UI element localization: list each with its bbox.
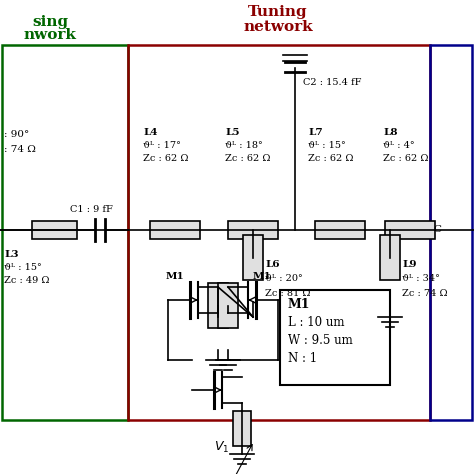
Text: Zc : 62 Ω: Zc : 62 Ω <box>383 154 428 163</box>
Text: C: C <box>433 225 441 234</box>
Text: ϑᴸ : 15°: ϑᴸ : 15° <box>4 263 42 272</box>
Bar <box>128 45 430 420</box>
Text: Zc : 62 Ω: Zc : 62 Ω <box>143 154 189 163</box>
Text: Zc : 62 Ω: Zc : 62 Ω <box>308 154 354 163</box>
Text: ϑᴸ : 4°: ϑᴸ : 4° <box>383 141 415 150</box>
Bar <box>208 283 228 328</box>
Bar <box>2 45 128 420</box>
Text: M1: M1 <box>288 298 310 311</box>
Text: W : 9.5 um: W : 9.5 um <box>288 334 353 347</box>
Text: L9: L9 <box>402 260 417 269</box>
Text: $V_1$: $V_1$ <box>214 440 229 455</box>
Bar <box>33 221 78 239</box>
Text: L7: L7 <box>308 128 323 137</box>
Text: L5: L5 <box>225 128 239 137</box>
Bar <box>380 235 400 280</box>
Bar <box>430 45 472 420</box>
Bar <box>385 221 435 239</box>
Text: N : 1: N : 1 <box>288 352 317 365</box>
Text: ϑᴸ : 18°: ϑᴸ : 18° <box>225 141 263 150</box>
Text: nwork: nwork <box>24 28 76 42</box>
Text: L6: L6 <box>265 260 280 269</box>
Bar <box>218 283 238 328</box>
Bar <box>315 221 365 239</box>
Text: L : 10 um: L : 10 um <box>288 316 345 329</box>
Text: M1: M1 <box>253 272 272 281</box>
Text: Zc : 49 Ω: Zc : 49 Ω <box>4 276 49 285</box>
Bar <box>233 411 251 446</box>
Text: Tuning: Tuning <box>248 5 308 19</box>
Text: : 90°: : 90° <box>4 130 29 139</box>
Text: Zc : 74 Ω: Zc : 74 Ω <box>402 289 447 298</box>
Text: network: network <box>243 20 313 34</box>
Bar <box>243 235 263 280</box>
Text: ϑᴸ : 15°: ϑᴸ : 15° <box>308 141 346 150</box>
Text: ϑᴸ : 34°: ϑᴸ : 34° <box>402 274 440 283</box>
Text: L3: L3 <box>4 250 18 259</box>
Text: Zc : 81 Ω: Zc : 81 Ω <box>265 289 310 298</box>
Bar <box>228 221 278 239</box>
Text: ϑᴸ : 17°: ϑᴸ : 17° <box>143 141 181 150</box>
Text: sing: sing <box>32 15 68 29</box>
Text: L4: L4 <box>143 128 157 137</box>
Text: : 74 Ω: : 74 Ω <box>4 145 36 154</box>
Text: ϑᴸ : 20°: ϑᴸ : 20° <box>265 274 303 283</box>
Bar <box>150 221 200 239</box>
Text: C2 : 15.4 fF: C2 : 15.4 fF <box>303 78 362 87</box>
Text: L8: L8 <box>383 128 398 137</box>
Text: C1 : 9 fF: C1 : 9 fF <box>70 205 113 214</box>
Bar <box>280 290 390 385</box>
Text: M1: M1 <box>166 272 185 281</box>
Text: Zc : 62 Ω: Zc : 62 Ω <box>225 154 271 163</box>
